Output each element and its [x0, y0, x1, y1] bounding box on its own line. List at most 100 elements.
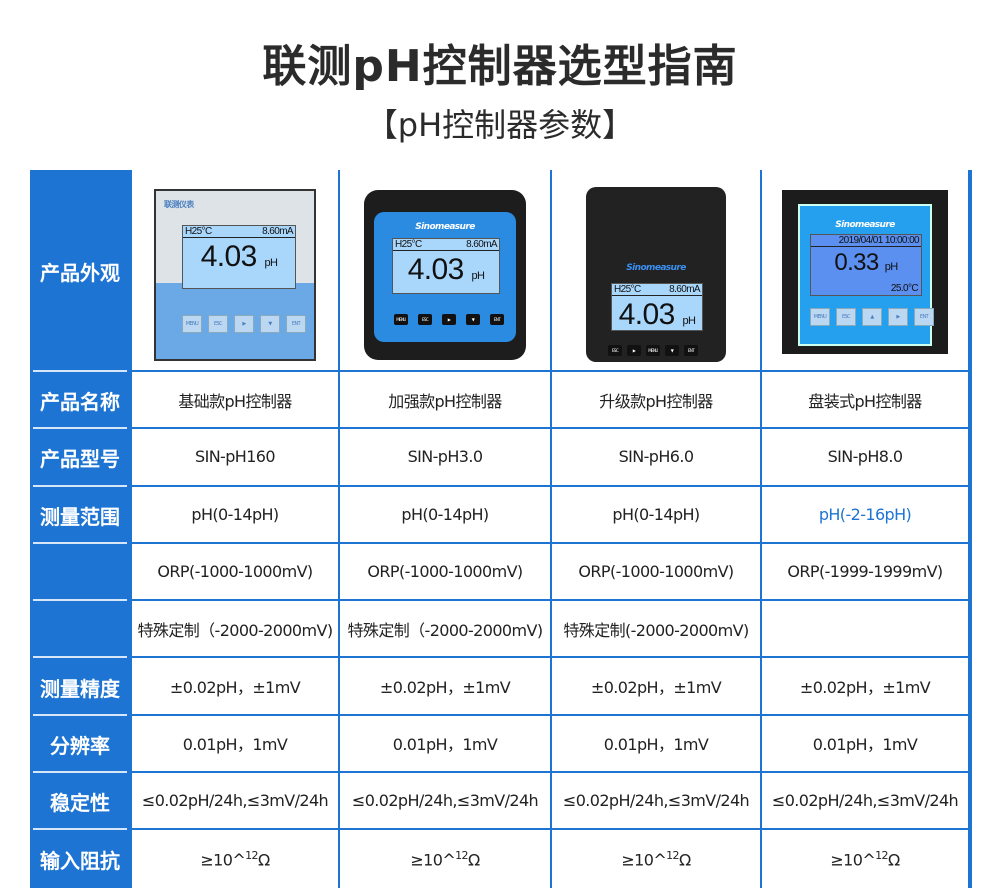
cell-appearance: Sinomeasure 2019/04/01 10:00:00 0.33 pH 25.…	[760, 170, 970, 372]
device-key: ESC	[208, 315, 228, 333]
cell-text: 0.01pH，1mV	[603, 735, 709, 755]
cell-text: 加强款pH控制器	[388, 391, 502, 411]
cell-text: pH(0-14pH)	[191, 504, 279, 524]
device-keypad: MENU ESC ▲ ▶ ENT	[810, 308, 934, 326]
device-key: ENT	[490, 314, 504, 325]
cell-text: pH(0-14pH)	[401, 504, 489, 524]
cell-appearance: Sinomeasure H25°C 8.60mA 4.03 pH ESC ▶ MENU ▼ EN…	[550, 170, 760, 372]
screen-current: 2019/04/01 10:00:00	[838, 235, 920, 246]
cell-product-name: 升级款pH控制器	[550, 372, 760, 430]
device-brand: Sinomeasure	[626, 262, 686, 273]
row-label-range-orp	[30, 544, 130, 602]
row-label-appearance: 产品外观	[30, 170, 130, 372]
reading-unit: pH	[471, 270, 485, 282]
impedance-prefix: ≥10^	[830, 850, 876, 870]
cell-appearance: 联测仪表 H25°C 8.60mA 4.03 pH MENU ESC ▶ ▼ ENT	[130, 170, 338, 372]
cell-product-name: 盘装式pH控制器	[760, 372, 970, 430]
cell-stability: ≤0.02pH/24h,≤3mV/24h	[130, 773, 338, 831]
device-key: MENU	[646, 344, 660, 356]
cell-input-impedance: ≥10^12Ω	[338, 830, 550, 888]
impedance-value: ≥10^12Ω	[621, 848, 691, 869]
cell-accuracy: ±0.02pH，±1mV	[760, 658, 970, 716]
impedance-value: ≥10^12Ω	[830, 848, 900, 870]
page-title: 联测pH控制器选型指南	[262, 41, 738, 92]
reading-unit: pH	[682, 314, 696, 327]
screen-temp: H25°C	[614, 283, 641, 295]
cell-text: ORP(-1000-1000mV)	[578, 562, 734, 582]
impedance-exponent: 12	[666, 848, 679, 862]
cell-model: SIN-pH8.0	[760, 429, 970, 487]
device-key: ▶	[442, 314, 456, 325]
cell-text: 特殊定制（-2000-2000mV)	[137, 620, 334, 640]
screen-status-line: H25°C 8.60mA	[393, 239, 499, 251]
cell-text: SIN-pH3.0	[407, 447, 483, 467]
row-label-stability: 稳定性	[30, 773, 130, 831]
cell-text: pH(-2-16pH)	[818, 504, 912, 524]
cell-text: ±0.02pH，±1mV	[169, 678, 301, 698]
device-key: ▲	[862, 308, 882, 326]
cell-text: 0.01pH，1mV	[812, 735, 918, 755]
cell-product-name: 加强款pH控制器	[338, 372, 550, 430]
cell-text: ≤0.02pH/24h,≤3mV/24h	[141, 791, 329, 811]
cell-product-name: 基础款pH控制器	[130, 372, 338, 430]
device-screen: 2019/04/01 10:00:00 0.33 pH 25.0°C	[810, 234, 922, 296]
screen-temp: H25°C	[395, 239, 422, 250]
screen-status-line: H25°C 8.60mA	[612, 284, 702, 296]
device-image-basic: 联测仪表 H25°C 8.60mA 4.03 pH MENU ESC ▶ ▼ ENT	[154, 189, 316, 361]
reading-value: 0.33	[834, 249, 879, 276]
device-key: MENU	[182, 315, 202, 333]
screen-current: 8.60mA	[466, 239, 497, 250]
row-label-accuracy: 测量精度	[30, 658, 130, 717]
device-brand: Sinomeasure	[415, 222, 475, 232]
cell-text: 特殊定制(-2000-2000mV)	[563, 620, 749, 640]
cell-range-ph: pH(0-14pH)	[130, 486, 338, 544]
device-key: ▶	[888, 308, 908, 326]
reading-unit: pH	[884, 261, 898, 273]
cell-text: ≤0.02pH/24h,≤3mV/24h	[351, 791, 539, 811]
cell-text: SIN-pH6.0	[618, 447, 694, 467]
impedance-exponent: 12	[875, 848, 888, 862]
device-key: MENU	[810, 308, 830, 326]
cell-text: ORP(-1000-1000mV)	[157, 562, 313, 582]
reading-value: 4.03	[618, 297, 676, 331]
cell-text: ±0.02pH，±1mV	[799, 678, 931, 698]
cell-range-orp: ORP(-1000-1000mV)	[338, 543, 550, 602]
screen-reading: 4.03 pH	[393, 253, 499, 287]
device-key: ▶	[627, 344, 641, 356]
screen-current: 8.60mA	[669, 283, 700, 295]
device-image-upgraded: Sinomeasure H25°C 8.60mA 4.03 pH ESC ▶ MENU ▼ EN…	[586, 186, 726, 362]
cell-resolution: 0.01pH，1mV	[760, 715, 970, 774]
impedance-suffix: Ω	[467, 850, 480, 870]
impedance-value: ≥10^12Ω	[410, 849, 480, 870]
row-label-model: 产品型号	[30, 429, 130, 487]
cell-range-orp: ORP(-1000-1000mV)	[550, 543, 760, 602]
cell-range-custom: 特殊定制(-2000-2000mV)	[550, 601, 760, 659]
reading-value: 4.03	[200, 240, 258, 273]
cell-resolution: 0.01pH，1mV	[338, 715, 550, 774]
reading-value: 4.03	[407, 253, 465, 286]
screen-temp-reading: 25.0°C	[890, 283, 919, 294]
device-keypad: ESC ▶ MENU ▼ ENT	[608, 344, 698, 356]
device-key: ESC	[418, 314, 432, 325]
spec-table: 产品外观 联测仪表 H25°C 8.60mA 4.03 pH MENU ESC ▶ ▼ ENT Si…	[30, 170, 972, 888]
cell-input-impedance: ≥10^12Ω	[130, 830, 338, 888]
device-key: MENU	[394, 314, 408, 325]
device-key: ▶	[234, 315, 254, 333]
impedance-value: ≥10^12Ω	[200, 848, 270, 869]
device-brand: Sinomeasure	[835, 220, 895, 230]
cell-range-orp: ORP(-1999-1999mV)	[760, 543, 970, 602]
cell-text: ≤0.02pH/24h,≤3mV/24h	[771, 791, 959, 811]
device-screen: H25°C 8.60mA 4.03 pH	[182, 225, 296, 289]
cell-range-ph: pH(-2-16pH)	[760, 486, 970, 544]
cell-text: ±0.02pH，±1mV	[590, 678, 722, 698]
impedance-prefix: ≥10^	[410, 850, 456, 870]
row-label-range-ph: 测量范围	[30, 487, 130, 545]
impedance-exponent: 12	[245, 848, 258, 862]
device-key: ENT	[286, 315, 306, 333]
page-subtitle: 【pH控制器参数】	[365, 106, 635, 144]
cell-text: pH(0-14pH)	[612, 504, 700, 524]
cell-range-custom: 特殊定制（-2000-2000mV)	[130, 601, 338, 659]
cell-text: ±0.02pH，±1mV	[379, 678, 511, 698]
cell-text: 0.01pH，1mV	[182, 735, 288, 755]
device-keypad: MENU ESC ▶ ▼ ENT	[394, 314, 504, 325]
